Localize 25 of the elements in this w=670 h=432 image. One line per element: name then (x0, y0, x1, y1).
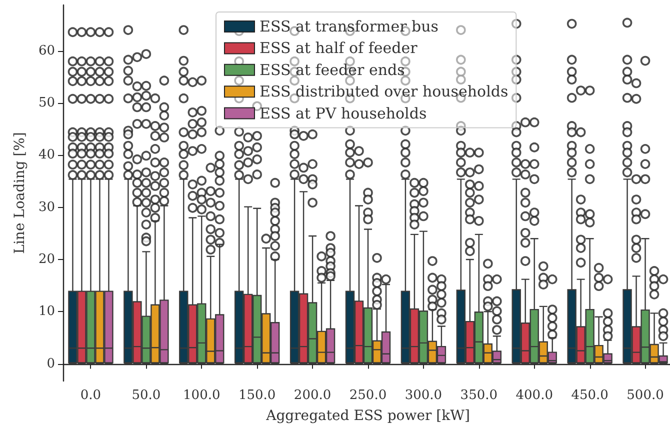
x-tick-label: 200.0 (294, 388, 332, 403)
y-tick-label: 20 (38, 252, 55, 267)
y-tick-label: 50 (38, 96, 55, 111)
legend-label: ESS at feeder ends (260, 60, 405, 79)
x-tick-label: 0.0 (80, 388, 102, 403)
x-tick-label: 50.0 (132, 388, 161, 403)
x-tick-label: 350.0 (460, 388, 498, 403)
x-tick-label: 450.0 (571, 388, 608, 403)
x-tick-label: 100.0 (183, 388, 220, 403)
y-tick-label: 0 (46, 356, 55, 372)
y-tick-label: 10 (38, 304, 55, 320)
legend-label: ESS at half of feeder (260, 39, 418, 58)
x-tick-label: 400.0 (516, 388, 553, 403)
legend-label: ESS at PV households (260, 104, 427, 122)
x-tick-label: 150.0 (238, 388, 276, 403)
y-tick-label: 60 (38, 43, 55, 58)
x-axis-title: Aggregated ESS power [kW] (265, 408, 470, 424)
x-tick-label: 500.0 (626, 388, 664, 403)
x-tick-label: 250.0 (349, 388, 387, 403)
x-tick-label: 300.0 (404, 388, 442, 403)
y-tick-label: 40 (38, 148, 55, 163)
y-axis-title: Line Loading [%] (12, 132, 28, 254)
legend-label: ESS at transformer bus (260, 18, 438, 36)
y-tick-label: 30 (38, 200, 55, 215)
legend-label: ESS distributed over households (260, 82, 508, 101)
